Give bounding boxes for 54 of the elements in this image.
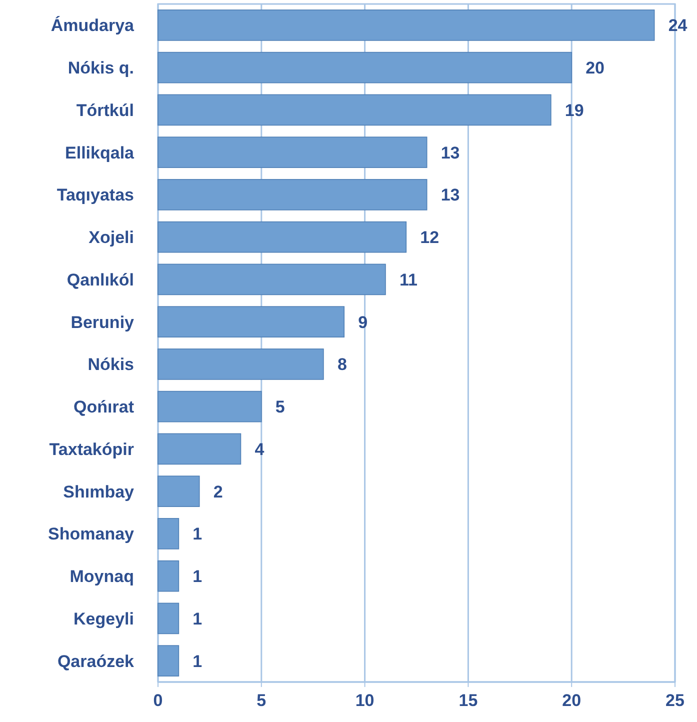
x-tick-label: 15	[458, 691, 478, 710]
data-label: 1	[192, 609, 202, 628]
y-tick-label: Nókis q.	[68, 58, 134, 78]
data-label: 20	[586, 58, 605, 78]
data-label: 5	[275, 398, 285, 417]
bar	[158, 179, 428, 210]
bar	[158, 136, 428, 168]
data-label: 13	[440, 143, 460, 162]
y-tick-label: Qońırat	[74, 398, 134, 417]
y-tick-label: Beruniy	[70, 312, 135, 332]
bar	[158, 348, 324, 380]
y-tick-label: Taxtakópir	[49, 440, 134, 459]
y-tick-label: Moynaq	[70, 567, 134, 586]
bar	[158, 602, 180, 634]
data-label: 1	[192, 524, 202, 544]
y-tick-label: Shomanay	[48, 524, 135, 544]
bar	[158, 476, 200, 507]
data-label: 13	[440, 186, 460, 205]
bar	[158, 264, 386, 296]
bar	[158, 433, 242, 465]
data-label: 9	[358, 312, 368, 332]
bar	[158, 221, 407, 253]
x-tick-label: 10	[355, 691, 374, 710]
x-tick-label: 0	[153, 691, 163, 710]
y-tick-label: Taqıyatas	[56, 186, 134, 205]
data-label: 1	[192, 567, 202, 586]
y-tick-label: Qanlıkól	[66, 270, 134, 290]
data-label: 2	[213, 482, 223, 502]
bar	[158, 390, 262, 422]
data-label: 4	[254, 440, 265, 459]
x-tick-label: 5	[256, 691, 266, 710]
data-label: 24	[668, 16, 688, 36]
bar	[158, 645, 180, 676]
data-label: 8	[337, 355, 347, 374]
bar	[158, 518, 180, 550]
y-tick-label: Kegeyli	[74, 609, 134, 628]
data-label: 12	[420, 228, 440, 248]
y-tick-label: Ámudarya	[50, 15, 135, 36]
bar	[158, 560, 180, 592]
data-label: 11	[399, 270, 418, 290]
data-label: 1	[192, 652, 202, 671]
bar	[158, 306, 345, 338]
y-tick-label: Ellikqala	[65, 143, 135, 162]
y-tick-label: Xojeli	[88, 228, 134, 248]
x-tick-label: 20	[562, 691, 582, 710]
x-tick-label: 25	[666, 691, 684, 710]
y-tick-label: Tórtkúl	[76, 100, 134, 120]
data-label: 19	[564, 100, 584, 120]
y-tick-label: Qaraózek	[57, 652, 135, 671]
bar	[158, 10, 655, 41]
bar	[158, 94, 552, 126]
y-tick-label: Nókis	[88, 355, 134, 374]
bar	[158, 52, 572, 84]
y-tick-label: Shımbay	[63, 482, 135, 502]
